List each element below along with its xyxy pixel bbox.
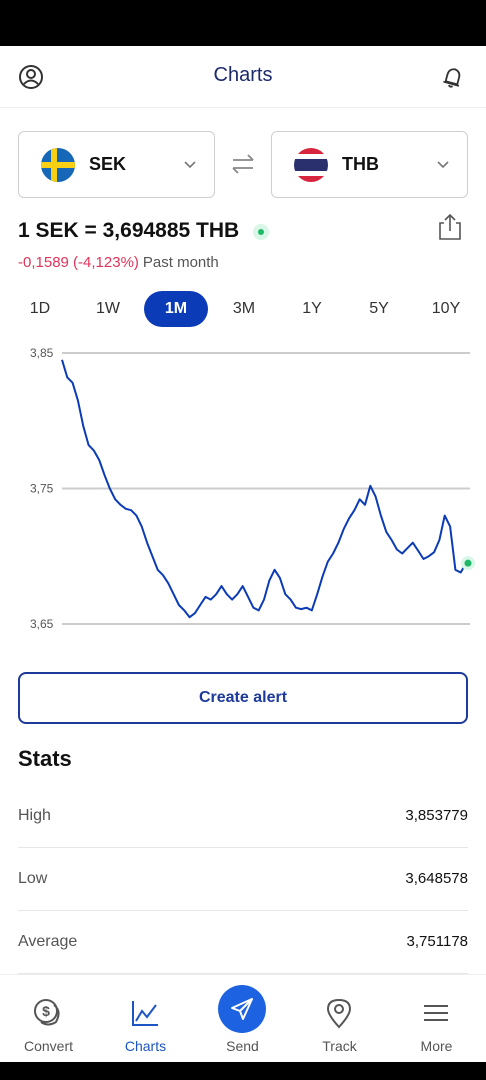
period-1y[interactable]: 1Y — [302, 300, 322, 317]
chart-icon — [129, 997, 161, 1029]
chevron-down-icon — [435, 156, 451, 172]
period-1d[interactable]: 1D — [29, 300, 51, 317]
create-alert-button[interactable]: Create alert — [18, 672, 468, 724]
to-currency-code: THB — [342, 154, 379, 174]
swap-icon[interactable] — [229, 150, 257, 178]
stat-label: Average — [18, 933, 78, 950]
period-selector: 1D 1W 1M 3M 1Y 5Y 10Y — [0, 291, 486, 327]
nav-track[interactable]: Track — [291, 975, 388, 1063]
nav-label: Track — [322, 1038, 357, 1054]
from-currency-code: SEK — [89, 154, 127, 174]
rate-chart[interactable]: 3,85 3,75 3,65 — [0, 341, 486, 641]
paper-plane-icon — [218, 985, 266, 1033]
nav-charts[interactable]: Charts — [97, 975, 194, 1063]
location-pin-icon — [323, 997, 355, 1029]
nav-label: Charts — [124, 1038, 167, 1054]
page-title: Charts — [213, 64, 273, 86]
stat-row-low: Low 3,648578 — [18, 848, 468, 911]
stat-value: 3,751178 — [406, 933, 468, 950]
y-tick-label: 3,85 — [30, 346, 54, 360]
menu-icon — [420, 997, 452, 1029]
header: Charts — [0, 46, 486, 108]
period-3m[interactable]: 3M — [232, 300, 256, 317]
to-currency-select[interactable]: THB — [271, 131, 468, 198]
svg-text:$: $ — [42, 1003, 50, 1019]
stat-label: High — [18, 807, 51, 824]
rate-change-value: -0,1589 (-4,123%) — [18, 254, 139, 271]
rate-change-period: Past month — [142, 254, 219, 271]
y-tick-label: 3,65 — [30, 617, 54, 631]
nav-label: Convert — [23, 1038, 74, 1054]
nav-label: More — [420, 1038, 453, 1054]
stat-value: 3,648578 — [405, 870, 468, 887]
system-nav-bar — [0, 1062, 486, 1080]
profile-icon[interactable] — [16, 62, 46, 92]
live-indicator — [253, 224, 269, 240]
stats-title: Stats — [18, 746, 72, 771]
from-currency-select[interactable]: SEK — [18, 131, 215, 198]
status-bar — [0, 0, 486, 46]
exchange-rate: 1 SEK = 3,694885 THB — [18, 219, 240, 242]
period-1m[interactable]: 1M — [144, 291, 208, 327]
stat-label: Low — [18, 870, 48, 887]
nav-label: Send — [226, 1038, 259, 1054]
share-icon[interactable] — [436, 212, 464, 242]
nav-send[interactable]: Send — [194, 975, 291, 1063]
stat-value: 3,853779 — [405, 807, 468, 824]
stat-row-average: Average 3,751178 — [18, 911, 468, 974]
rate-series-line — [61, 359, 467, 619]
thailand-flag-icon — [294, 148, 328, 182]
chevron-down-icon — [182, 156, 198, 172]
y-tick-label: 3,75 — [30, 482, 54, 496]
rate-change: -0,1589 (-4,123%) Past month — [18, 254, 219, 271]
stat-row-high: High 3,853779 — [18, 785, 468, 848]
period-1w[interactable]: 1W — [96, 300, 120, 317]
sweden-flag-icon — [41, 148, 75, 182]
nav-convert[interactable]: $ Convert — [0, 975, 97, 1063]
bell-icon[interactable] — [438, 62, 468, 92]
period-10y[interactable]: 10Y — [431, 300, 461, 317]
bottom-nav: $ Convert Charts Send Track Mor — [0, 974, 486, 1062]
coins-icon: $ — [32, 997, 64, 1029]
current-point — [464, 559, 472, 567]
nav-more[interactable]: More — [388, 975, 485, 1063]
period-5y[interactable]: 5Y — [369, 300, 389, 317]
app-screen: Charts SEK THB 1 SEK = 3,694885 THB -0,1… — [0, 46, 486, 1062]
